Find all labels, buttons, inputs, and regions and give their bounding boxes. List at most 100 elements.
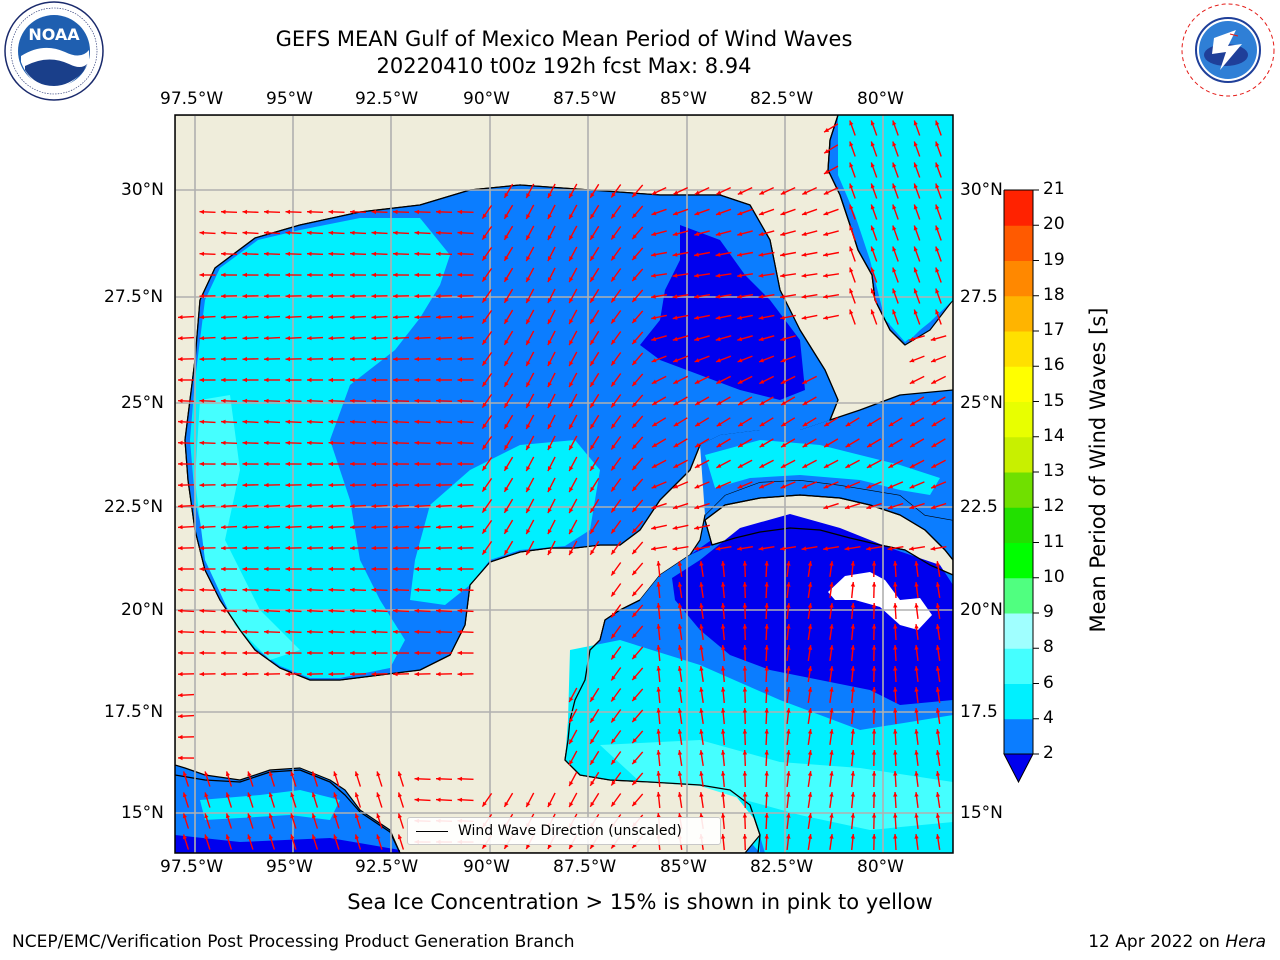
wind-arrow-head: [850, 813, 855, 818]
wind-arrow-head: [504, 465, 509, 471]
coastline-yucatan-east: [564, 599, 761, 853]
wind-arrow-head: [721, 813, 726, 818]
colorbar-underflow-triangle: [1003, 753, 1034, 784]
wind-arrow-head: [715, 336, 721, 342]
wind-arrow-head: [264, 398, 269, 403]
wind-arrow-head: [764, 750, 769, 755]
footer-producer: NCEP/EMC/Verification Post Processing Pr…: [12, 932, 575, 952]
wind-arrow-head: [632, 360, 637, 366]
wind-arrow-head: [328, 504, 334, 509]
wind-arrow-head: [457, 230, 463, 235]
wind-arrow-head: [656, 624, 661, 629]
wind-arrow-head: [632, 444, 637, 450]
wind-arrow-head: [807, 771, 813, 776]
wind-arrow-head: [656, 687, 661, 692]
wind-arrow-head: [569, 508, 574, 514]
wind-arrow-head: [870, 183, 875, 189]
wind-arrow-head: [694, 358, 700, 363]
wind-arrow-head: [436, 566, 441, 572]
wind-arrow-head: [632, 528, 637, 534]
wind-arrow-head: [807, 624, 813, 629]
wind-arrow-head: [742, 792, 748, 797]
wind-arrow-head: [436, 419, 441, 424]
wind-arrow-head: [870, 120, 875, 126]
wind-arrow-head: [457, 315, 463, 320]
wind-arrow-head: [824, 442, 830, 448]
colorbar-swatch: [1004, 260, 1033, 297]
wind-arrow-head: [504, 444, 509, 450]
wind-arrow-head: [350, 293, 355, 299]
wind-arrow-head: [504, 381, 509, 387]
wind-arrow-head: [632, 570, 637, 576]
wind-arrow-head: [242, 315, 248, 320]
wind-arrow-head: [199, 336, 205, 341]
colorbar: [1003, 189, 1039, 784]
wind-arrow-head: [307, 209, 312, 215]
wind-arrow-head: [611, 738, 616, 744]
wind-arrow-head: [285, 440, 291, 445]
wind-arrow-head: [350, 209, 355, 215]
wind-arrow-head: [371, 504, 377, 509]
wind-arrow-head: [611, 276, 616, 282]
colorbar-swatch: [1004, 225, 1033, 261]
wind-arrow-head: [178, 356, 183, 362]
wind-arrow-head: [824, 149, 830, 154]
wind-arrow-head: [482, 507, 487, 513]
wind-arrow-head: [699, 750, 704, 755]
wind-arrow-head: [504, 234, 509, 240]
wind-arrow-head: [371, 419, 377, 424]
wind-arrow-head: [823, 463, 829, 468]
wind-arrow-head: [307, 356, 312, 362]
wind-arrow-head: [371, 209, 377, 215]
wind-arrow-head: [930, 546, 936, 551]
wind-arrow-head: [414, 650, 419, 656]
wind-arrow-head: [457, 251, 463, 256]
wind-arrow-head: [436, 482, 441, 488]
wind-arrow-head: [376, 771, 381, 777]
wind-arrow-head: [590, 276, 595, 282]
wind-arrow-head: [935, 225, 940, 231]
wind-arrow-head: [913, 120, 918, 126]
wind-arrow-head: [780, 273, 785, 278]
wind-arrow-head: [807, 792, 813, 797]
wind-arrow-head: [482, 801, 487, 807]
wind-arrow-head: [892, 120, 897, 126]
wind-arrow-head: [694, 546, 699, 551]
wind-arrow-head: [307, 650, 312, 656]
wind-arrow-head: [611, 255, 616, 261]
wind-arrow-head: [221, 209, 226, 215]
wind-arrow-head: [764, 561, 769, 566]
wind-arrow-head: [632, 612, 637, 618]
wind-arrow-head: [569, 739, 574, 745]
wind-arrow-head: [651, 484, 657, 489]
wind-arrow-head: [850, 561, 855, 566]
wind-arrow-head: [786, 771, 791, 776]
wind-arrow-head: [780, 336, 786, 342]
wind-arrow-head: [457, 776, 463, 781]
wind-arrow-head: [632, 192, 637, 198]
wind-arrow-head: [178, 525, 183, 530]
wind-arrow-head: [888, 484, 894, 489]
wind-arrow-head: [328, 482, 334, 488]
wind-arrow-head: [178, 504, 183, 509]
wind-arrow-head: [935, 561, 941, 566]
wind-arrow-head: [178, 566, 183, 572]
lat-tick-left-17-5n: 17.5°N: [104, 702, 164, 722]
wind-arrow-head: [590, 234, 595, 240]
wind-arrow-head: [807, 813, 813, 818]
wind-arrow-head: [547, 844, 552, 850]
wind-arrow-head: [935, 708, 941, 713]
wind-arrow-head: [893, 708, 898, 713]
wind-arrow-head: [328, 525, 334, 530]
wind-arrow-head: [547, 193, 552, 199]
wind-arrow-head: [871, 582, 877, 587]
wind-arrow-head: [247, 771, 252, 777]
wind-arrow-head: [178, 377, 183, 383]
wind-arrow-head: [677, 729, 683, 734]
wind-arrow-head: [850, 666, 855, 671]
wind-arrow-head: [829, 813, 834, 818]
wind-arrow-head: [871, 687, 877, 692]
wind-arrow-head: [871, 771, 877, 776]
wind-arrow-head: [694, 379, 700, 384]
